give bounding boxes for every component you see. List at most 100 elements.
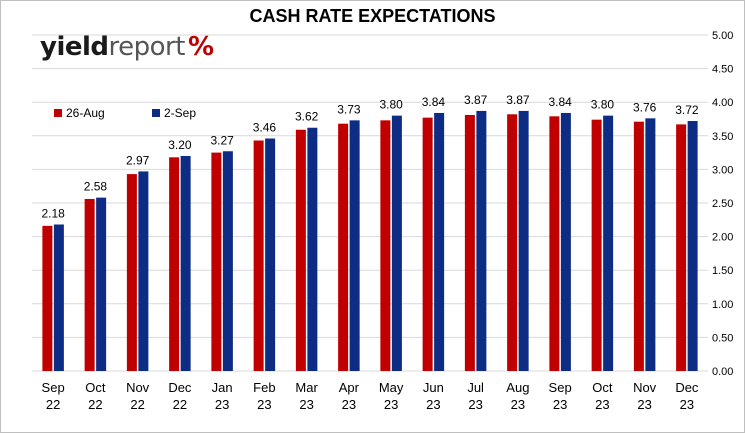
bar-2-Sep xyxy=(645,118,656,371)
bar-26-Aug xyxy=(338,123,349,371)
bar-26-Aug xyxy=(422,117,433,371)
bar-2-Sep xyxy=(307,127,318,372)
data-label: 3.73 xyxy=(337,102,361,116)
bar-2-Sep xyxy=(96,197,107,371)
bar-26-Aug xyxy=(84,198,95,371)
y-tick-label: 5.00 xyxy=(712,30,733,42)
bar-26-Aug xyxy=(380,120,391,372)
bar-2-Sep xyxy=(349,120,360,372)
bar-26-Aug xyxy=(633,121,644,371)
x-tick-label: 22 xyxy=(130,397,144,412)
y-tick-label: 0.50 xyxy=(712,332,733,344)
y-tick-label: 4.50 xyxy=(712,64,733,76)
data-label: 3.72 xyxy=(675,103,699,117)
bar-26-Aug xyxy=(253,140,264,371)
y-tick-label: 4.00 xyxy=(712,97,733,109)
x-tick-label: Apr xyxy=(339,380,360,395)
data-label: 2.58 xyxy=(84,180,108,194)
x-tick-label: 23 xyxy=(680,397,694,412)
x-tick-label: 23 xyxy=(426,397,440,412)
bar-2-Sep xyxy=(391,115,402,371)
x-tick-label: Oct xyxy=(85,380,106,395)
bar-26-Aug xyxy=(126,174,137,371)
y-tick-label: 2.00 xyxy=(712,232,733,244)
x-tick-label: Mar xyxy=(295,380,318,395)
bar-2-Sep xyxy=(476,110,487,371)
data-label: 3.80 xyxy=(379,98,403,112)
data-label: 3.84 xyxy=(422,95,446,109)
x-tick-label: 23 xyxy=(553,397,567,412)
data-label: 3.87 xyxy=(464,93,488,107)
data-label: 3.20 xyxy=(168,138,192,152)
bar-2-Sep xyxy=(687,121,698,372)
x-tick-label: Jan xyxy=(212,380,233,395)
x-tick-label: Nov xyxy=(633,380,657,395)
x-tick-label: Sep xyxy=(549,380,572,395)
x-tick-label: Nov xyxy=(126,380,150,395)
data-label: 3.84 xyxy=(548,95,572,109)
x-tick-label: Jul xyxy=(467,380,484,395)
bar-2-Sep xyxy=(138,171,149,371)
bar-2-Sep xyxy=(222,151,233,371)
yieldreport-logo: yieldreport% xyxy=(40,32,214,62)
chart-title: CASH RATE EXPECTATIONS xyxy=(249,6,496,26)
legend-label: 26-Aug xyxy=(66,106,105,120)
x-tick-label: Dec xyxy=(675,380,699,395)
bar-26-Aug xyxy=(591,119,602,371)
data-label: 2.97 xyxy=(126,153,150,167)
y-tick-label: 2.50 xyxy=(712,198,733,210)
x-tick-label: 23 xyxy=(257,397,271,412)
bar-2-Sep xyxy=(603,115,614,371)
bar-26-Aug xyxy=(295,129,306,371)
data-label: 2.18 xyxy=(41,207,65,221)
legend-swatch-2-Sep xyxy=(152,109,160,117)
x-tick-label: Dec xyxy=(168,380,192,395)
bar-26-Aug xyxy=(169,157,180,371)
x-tick-label: 23 xyxy=(595,397,609,412)
logo-yield: yield xyxy=(40,32,109,62)
x-tick-label: 23 xyxy=(468,397,482,412)
x-tick-label: 23 xyxy=(342,397,356,412)
bar-26-Aug xyxy=(507,114,518,372)
bar-2-Sep xyxy=(265,138,276,371)
x-tick-label: 23 xyxy=(384,397,398,412)
bar-2-Sep xyxy=(180,155,191,371)
x-tick-label: 22 xyxy=(88,397,102,412)
logo-percent: % xyxy=(187,32,214,62)
data-label: 3.76 xyxy=(633,100,657,114)
x-tick-label: 23 xyxy=(637,397,651,412)
bar-26-Aug xyxy=(211,152,222,371)
x-tick-label: May xyxy=(379,380,404,395)
data-label: 3.27 xyxy=(210,133,234,147)
bar-2-Sep xyxy=(434,112,445,372)
legend-swatch-26-Aug xyxy=(54,109,62,117)
x-tick-label: Sep xyxy=(42,380,65,395)
bar-2-Sep xyxy=(518,110,529,371)
bar-26-Aug xyxy=(464,114,475,371)
data-label: 3.80 xyxy=(591,98,615,112)
y-tick-label: 3.50 xyxy=(712,131,733,143)
x-tick-label: 23 xyxy=(511,397,525,412)
x-tick-label: 22 xyxy=(173,397,187,412)
x-tick-label: Jun xyxy=(423,380,444,395)
y-tick-label: 1.00 xyxy=(712,299,733,311)
logo-report: report xyxy=(108,32,186,62)
bar-2-Sep xyxy=(560,112,571,372)
bar-2-Sep xyxy=(53,224,64,371)
bar-26-Aug xyxy=(42,225,53,371)
data-label: 3.62 xyxy=(295,110,319,124)
bar-26-Aug xyxy=(676,124,687,371)
data-label: 3.46 xyxy=(253,120,277,134)
y-tick-label: 3.00 xyxy=(712,164,733,176)
x-tick-label: 23 xyxy=(299,397,313,412)
bar-26-Aug xyxy=(549,116,560,371)
x-tick-label: Aug xyxy=(506,380,529,395)
x-tick-label: Feb xyxy=(253,380,275,395)
y-tick-label: 1.50 xyxy=(712,265,733,277)
y-tick-label: 0.00 xyxy=(712,366,733,378)
x-tick-label: 22 xyxy=(46,397,60,412)
data-label: 3.87 xyxy=(506,93,530,107)
x-tick-label: 23 xyxy=(215,397,229,412)
x-tick-label: Oct xyxy=(592,380,613,395)
